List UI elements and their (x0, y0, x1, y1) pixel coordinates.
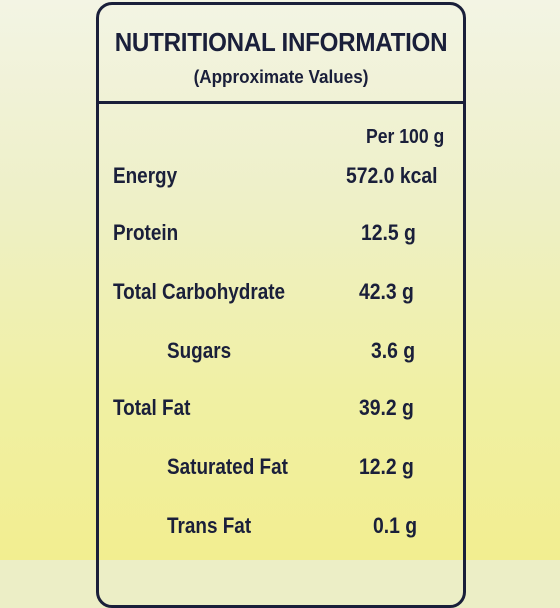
nutrient-label: Protein (113, 220, 179, 245)
package-background (0, 0, 560, 560)
nutrient-row-total-fat: Total Fat 39.2 g (99, 395, 463, 427)
nutrient-label: Energy (113, 163, 178, 188)
nutrient-row-trans-fat: Trans Fat 0.1 g (99, 513, 463, 545)
nutrient-value: 42.3 g (359, 279, 414, 304)
nutrient-row-sugars: Sugars 3.6 g (99, 338, 463, 370)
nutrient-value: 572.0 kcal (346, 163, 438, 188)
per-100g-heading: Per 100 g (366, 126, 445, 148)
nutrient-label: Total Carbohydrate (113, 279, 286, 304)
nutrient-value: 12.2 g (359, 454, 414, 479)
nutrient-row-protein: Protein 12.5 g (99, 220, 463, 252)
nutrient-value: 39.2 g (359, 395, 414, 420)
panel-subtitle: (Approximate Values) (193, 67, 369, 87)
nutrient-value: 3.6 g (371, 338, 416, 363)
panel-title: NUTRITIONAL INFORMATION (114, 27, 448, 57)
nutrient-value: 0.1 g (373, 513, 418, 538)
nutrient-label: Sugars (167, 338, 232, 363)
nutrient-row-energy: Energy 572.0 kcal (99, 163, 463, 195)
nutrient-label: Trans Fat (167, 513, 252, 538)
nutrient-row-total-carbohydrate: Total Carbohydrate 42.3 g (99, 279, 463, 311)
nutrient-label: Saturated Fat (167, 454, 288, 479)
nutrient-label: Total Fat (113, 395, 191, 420)
nutrient-row-saturated-fat: Saturated Fat 12.2 g (99, 454, 463, 486)
panel-header: NUTRITIONAL INFORMATION (Approximate Val… (99, 5, 463, 104)
nutrition-panel: NUTRITIONAL INFORMATION (Approximate Val… (96, 2, 466, 608)
nutrient-value: 12.5 g (361, 220, 416, 245)
